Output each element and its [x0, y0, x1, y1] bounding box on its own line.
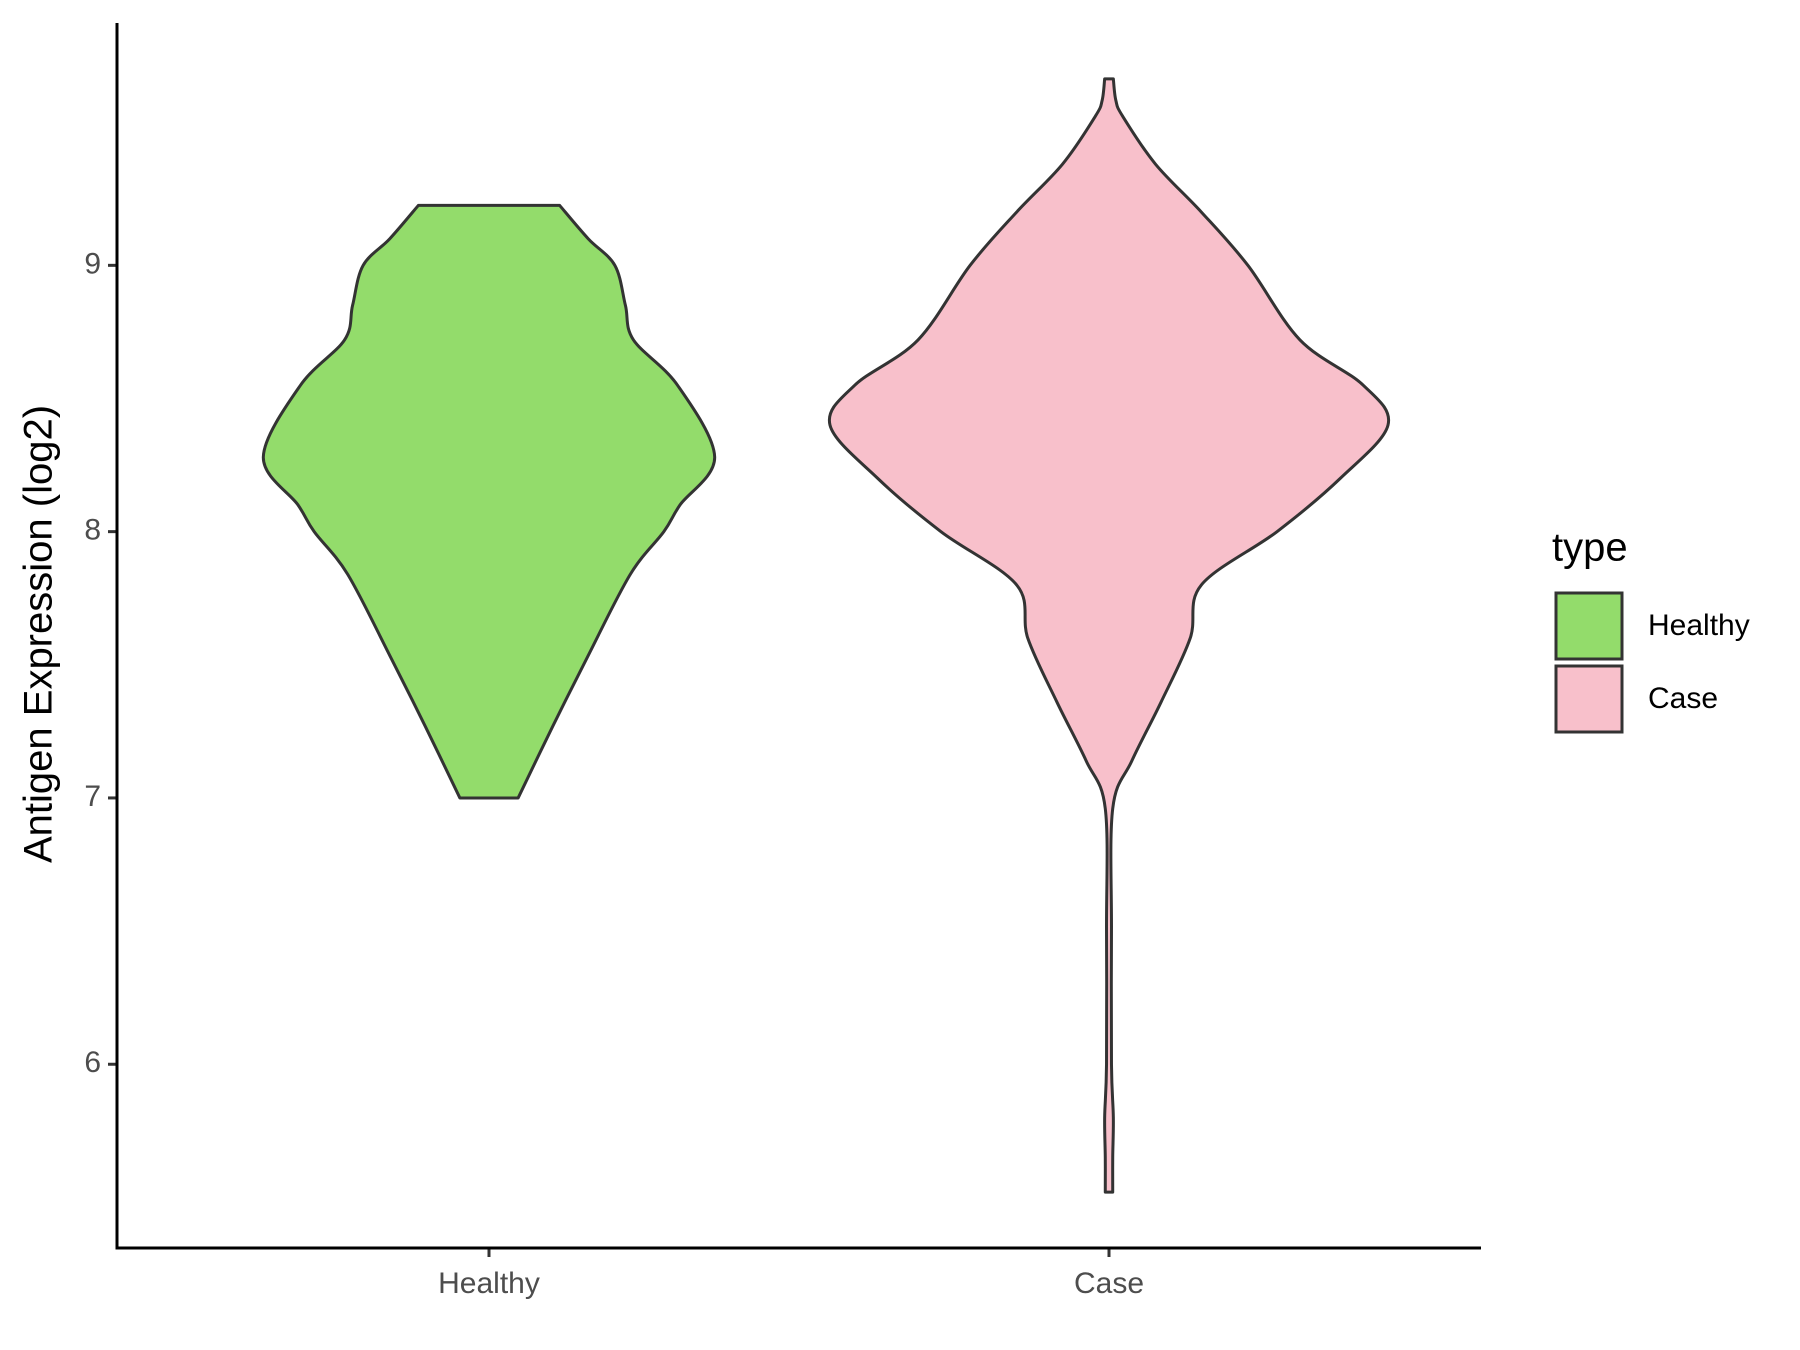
x-tick-label: Case [1074, 1267, 1144, 1300]
y-tick-label: 9 [84, 247, 101, 280]
legend-key [1554, 591, 1624, 661]
legend-label: Case [1648, 682, 1718, 715]
y-axis-title: Antigen Expression (log2) [17, 405, 61, 863]
legend-key [1554, 664, 1624, 734]
y-tick-label: 7 [84, 780, 101, 813]
violin [827, 77, 1391, 1194]
legend-label: Healthy [1648, 609, 1750, 642]
y-tick-label: 8 [84, 514, 101, 547]
x-tick-label: Healthy [438, 1267, 540, 1300]
y-tick-label: 6 [84, 1046, 101, 1079]
violin [261, 203, 717, 800]
legend-title: type [1552, 526, 1628, 570]
